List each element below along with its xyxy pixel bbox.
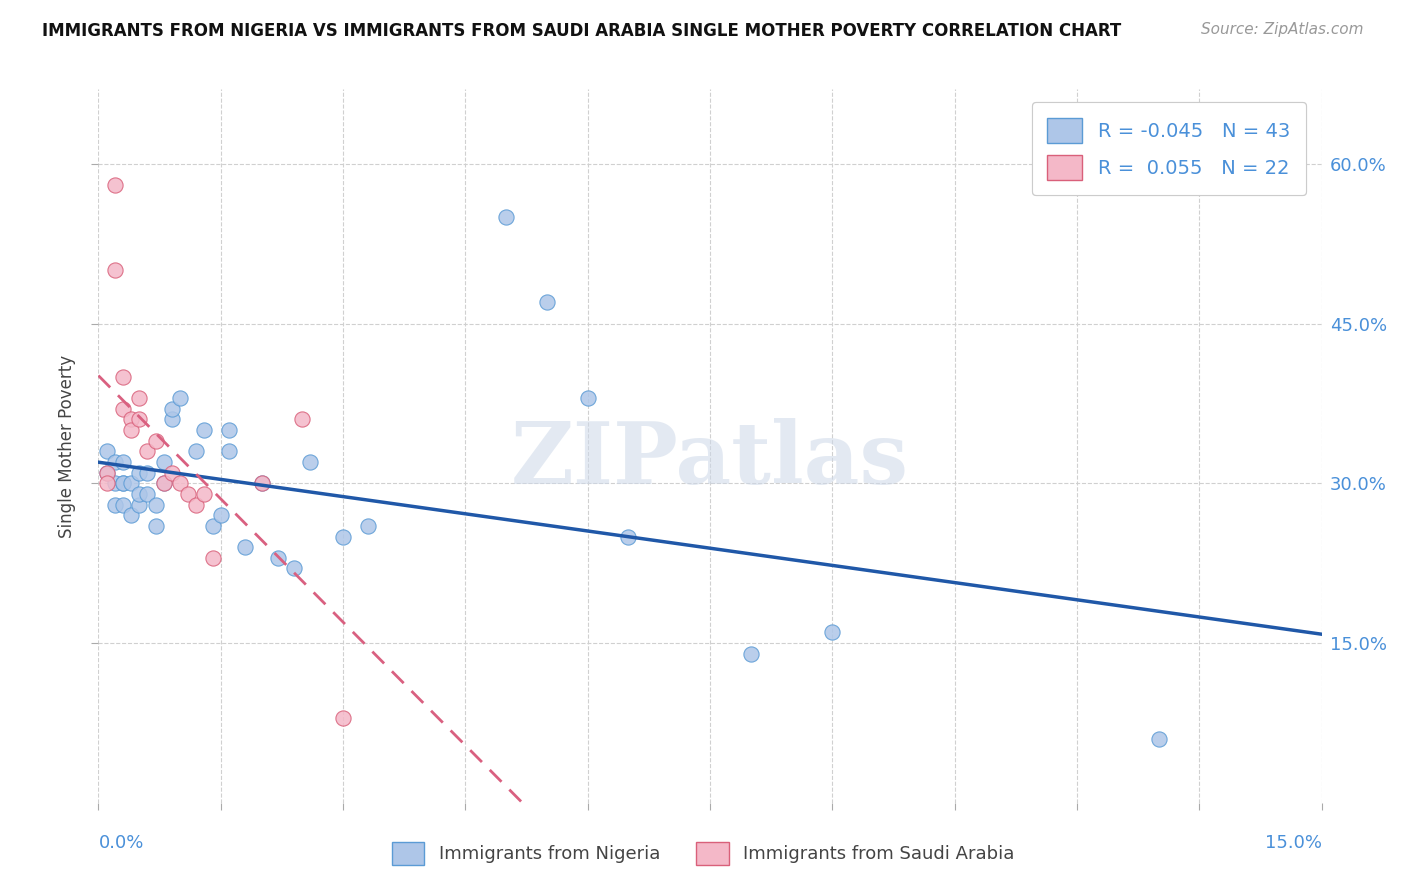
Point — [536, 295, 558, 310]
Point — [111, 369, 134, 384]
Point — [111, 455, 134, 469]
Point — [111, 476, 134, 491]
Point — [104, 498, 127, 512]
Point — [120, 476, 142, 491]
Point — [111, 476, 134, 491]
Point — [136, 444, 159, 458]
Point — [201, 550, 224, 565]
Point — [96, 476, 118, 491]
Point — [152, 476, 174, 491]
Point — [120, 412, 142, 426]
Point — [193, 487, 215, 501]
Point — [186, 498, 208, 512]
Point — [250, 476, 273, 491]
Point — [356, 519, 378, 533]
Point — [136, 487, 159, 501]
Point — [218, 444, 240, 458]
Point — [495, 210, 517, 224]
Point — [267, 550, 290, 565]
Point — [104, 263, 127, 277]
Text: IMMIGRANTS FROM NIGERIA VS IMMIGRANTS FROM SAUDI ARABIA SINGLE MOTHER POVERTY CO: IMMIGRANTS FROM NIGERIA VS IMMIGRANTS FR… — [42, 22, 1122, 40]
Point — [96, 444, 118, 458]
Text: 15.0%: 15.0% — [1264, 834, 1322, 852]
Point — [821, 625, 844, 640]
Point — [145, 519, 167, 533]
Point — [169, 476, 191, 491]
Text: 0.0%: 0.0% — [98, 834, 143, 852]
Point — [128, 412, 150, 426]
Point — [169, 391, 191, 405]
Text: ZIPatlas: ZIPatlas — [510, 418, 910, 502]
Point — [160, 401, 183, 416]
Point — [96, 466, 118, 480]
Point — [145, 498, 167, 512]
Point — [128, 487, 150, 501]
Point — [1147, 731, 1170, 746]
Point — [120, 423, 142, 437]
Point — [160, 412, 183, 426]
Point — [104, 178, 127, 192]
Point — [104, 455, 127, 469]
Point — [332, 710, 354, 724]
Point — [186, 444, 208, 458]
Point — [201, 519, 224, 533]
Y-axis label: Single Mother Poverty: Single Mother Poverty — [58, 354, 76, 538]
Point — [291, 412, 314, 426]
Legend: R = -0.045   N = 43, R =  0.055   N = 22: R = -0.045 N = 43, R = 0.055 N = 22 — [1032, 103, 1306, 195]
Point — [193, 423, 215, 437]
Point — [128, 391, 150, 405]
Point — [160, 466, 183, 480]
Point — [128, 498, 150, 512]
Legend: Immigrants from Nigeria, Immigrants from Saudi Arabia: Immigrants from Nigeria, Immigrants from… — [382, 833, 1024, 874]
Text: Source: ZipAtlas.com: Source: ZipAtlas.com — [1201, 22, 1364, 37]
Point — [250, 476, 273, 491]
Point — [177, 487, 200, 501]
Point — [209, 508, 232, 523]
Point — [299, 455, 322, 469]
Point — [152, 476, 174, 491]
Point — [218, 423, 240, 437]
Point — [617, 529, 640, 543]
Point — [111, 498, 134, 512]
Point — [128, 466, 150, 480]
Point — [120, 508, 142, 523]
Point — [145, 434, 167, 448]
Point — [332, 529, 354, 543]
Point — [111, 401, 134, 416]
Point — [104, 476, 127, 491]
Point — [740, 647, 762, 661]
Point — [233, 540, 256, 554]
Point — [96, 466, 118, 480]
Point — [576, 391, 599, 405]
Point — [136, 466, 159, 480]
Point — [283, 561, 305, 575]
Point — [152, 455, 174, 469]
